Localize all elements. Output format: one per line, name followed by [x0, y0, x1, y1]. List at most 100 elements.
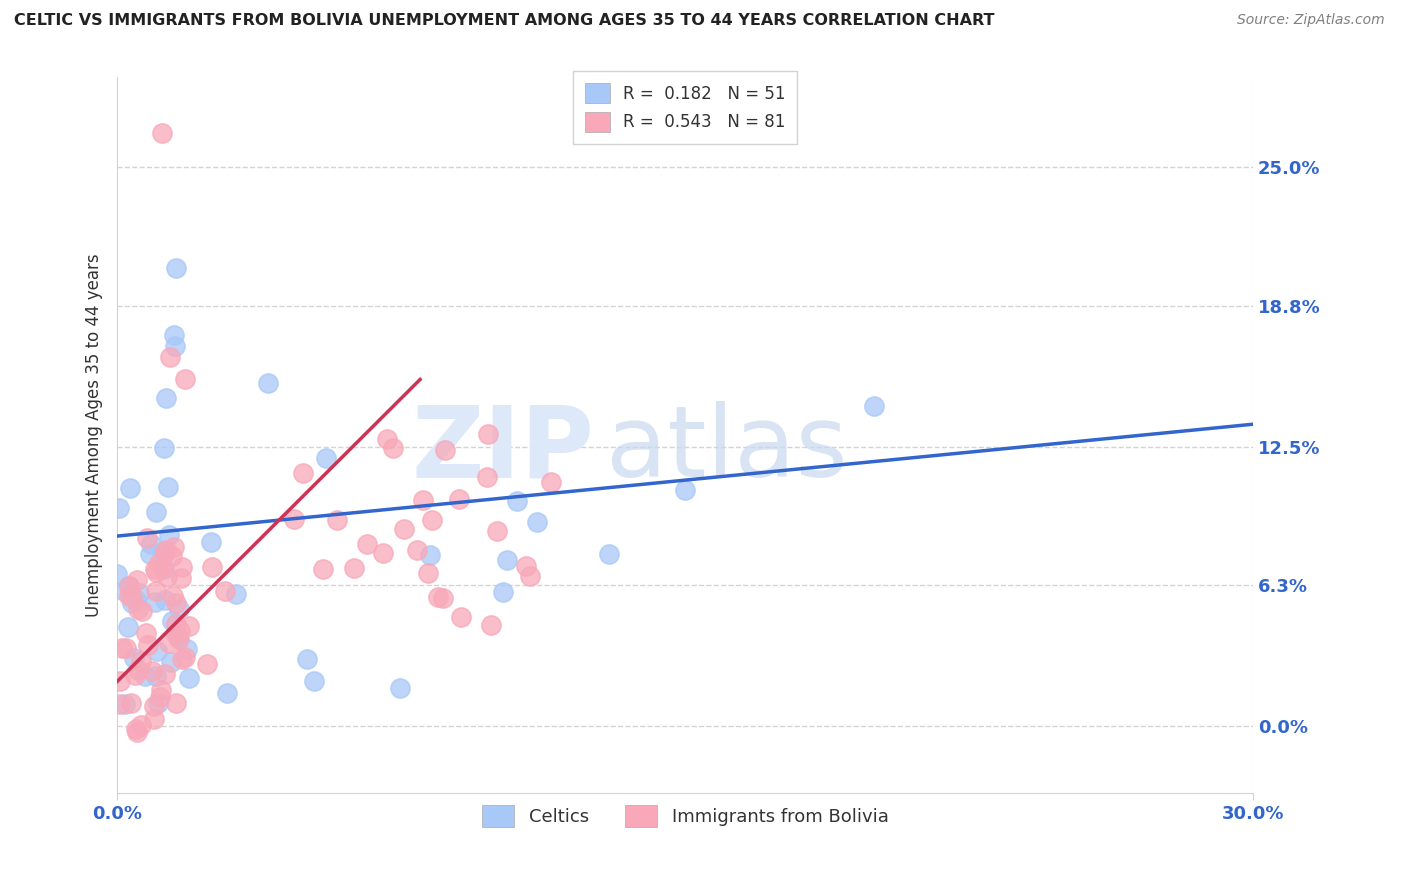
- Point: [283, 511, 305, 525]
- Point: [325, 513, 347, 527]
- Point: [122, 650, 145, 665]
- Point: [121, 596, 143, 610]
- Point: [392, 522, 415, 536]
- Point: [107, 500, 129, 515]
- Point: [157, 527, 180, 541]
- Point: [166, 596, 188, 610]
- Point: [118, 589, 141, 603]
- Point: [163, 540, 186, 554]
- Point: [515, 559, 537, 574]
- Legend: Celtics, Immigrants from Bolivia: Celtics, Immigrants from Bolivia: [474, 798, 896, 834]
- Point: [170, 560, 193, 574]
- Point: [108, 697, 131, 711]
- Point: [117, 579, 139, 593]
- Point: [107, 566, 129, 581]
- Point: [148, 696, 170, 710]
- Point: [120, 697, 142, 711]
- Text: CELTIC VS IMMIGRANTS FROM BOLIVIA UNEMPLOYMENT AMONG AGES 35 TO 44 YEARS CORRELA: CELTIC VS IMMIGRANTS FROM BOLIVIA UNEMPL…: [14, 13, 994, 29]
- Point: [165, 696, 187, 710]
- Point: [195, 657, 218, 671]
- Point: [179, 619, 201, 633]
- Point: [406, 543, 429, 558]
- Point: [432, 591, 454, 606]
- Point: [143, 561, 166, 575]
- Point: [153, 546, 176, 560]
- Point: [125, 573, 148, 587]
- Point: [150, 683, 173, 698]
- Point: [343, 560, 366, 574]
- Point: [134, 669, 156, 683]
- Point: [174, 372, 197, 386]
- Point: [214, 584, 236, 599]
- Point: [118, 579, 141, 593]
- Point: [108, 673, 131, 688]
- Point: [127, 663, 149, 677]
- Point: [160, 549, 183, 564]
- Point: [145, 583, 167, 598]
- Point: [149, 690, 172, 704]
- Point: [412, 493, 434, 508]
- Point: [136, 531, 159, 545]
- Point: [111, 641, 134, 656]
- Point: [125, 593, 148, 607]
- Point: [127, 725, 149, 739]
- Point: [225, 587, 247, 601]
- Point: [506, 494, 529, 508]
- Point: [142, 699, 165, 714]
- Point: [863, 399, 886, 413]
- Point: [157, 636, 180, 650]
- Point: [381, 441, 404, 455]
- Point: [433, 442, 456, 457]
- Point: [486, 524, 509, 538]
- Point: [450, 610, 472, 624]
- Point: [163, 327, 186, 342]
- Point: [419, 548, 441, 562]
- Point: [121, 589, 143, 603]
- Point: [148, 556, 170, 570]
- Point: [176, 642, 198, 657]
- Point: [136, 638, 159, 652]
- Point: [479, 617, 502, 632]
- Point: [129, 718, 152, 732]
- Point: [145, 669, 167, 683]
- Point: [492, 585, 515, 599]
- Point: [495, 553, 517, 567]
- Point: [153, 442, 176, 456]
- Point: [163, 339, 186, 353]
- Point: [377, 432, 399, 446]
- Point: [143, 712, 166, 726]
- Point: [165, 627, 187, 641]
- Point: [145, 565, 167, 579]
- Point: [141, 664, 163, 678]
- Point: [162, 589, 184, 603]
- Point: [172, 652, 194, 666]
- Point: [312, 562, 335, 576]
- Point: [131, 654, 153, 668]
- Point: [200, 534, 222, 549]
- Point: [295, 652, 318, 666]
- Point: [167, 630, 190, 644]
- Text: atlas: atlas: [606, 401, 848, 499]
- Point: [145, 644, 167, 658]
- Point: [526, 515, 548, 529]
- Point: [117, 620, 139, 634]
- Point: [315, 450, 337, 465]
- Point: [139, 537, 162, 551]
- Point: [169, 624, 191, 638]
- Point: [477, 470, 499, 484]
- Point: [167, 632, 190, 647]
- Point: [420, 513, 443, 527]
- Point: [145, 505, 167, 519]
- Point: [153, 666, 176, 681]
- Point: [165, 617, 187, 632]
- Point: [127, 602, 149, 616]
- Point: [143, 595, 166, 609]
- Point: [519, 568, 541, 582]
- Point: [302, 674, 325, 689]
- Y-axis label: Unemployment Among Ages 35 to 44 years: Unemployment Among Ages 35 to 44 years: [86, 253, 103, 617]
- Point: [128, 586, 150, 600]
- Text: Source: ZipAtlas.com: Source: ZipAtlas.com: [1237, 13, 1385, 28]
- Point: [170, 572, 193, 586]
- Point: [477, 427, 499, 442]
- Point: [114, 697, 136, 711]
